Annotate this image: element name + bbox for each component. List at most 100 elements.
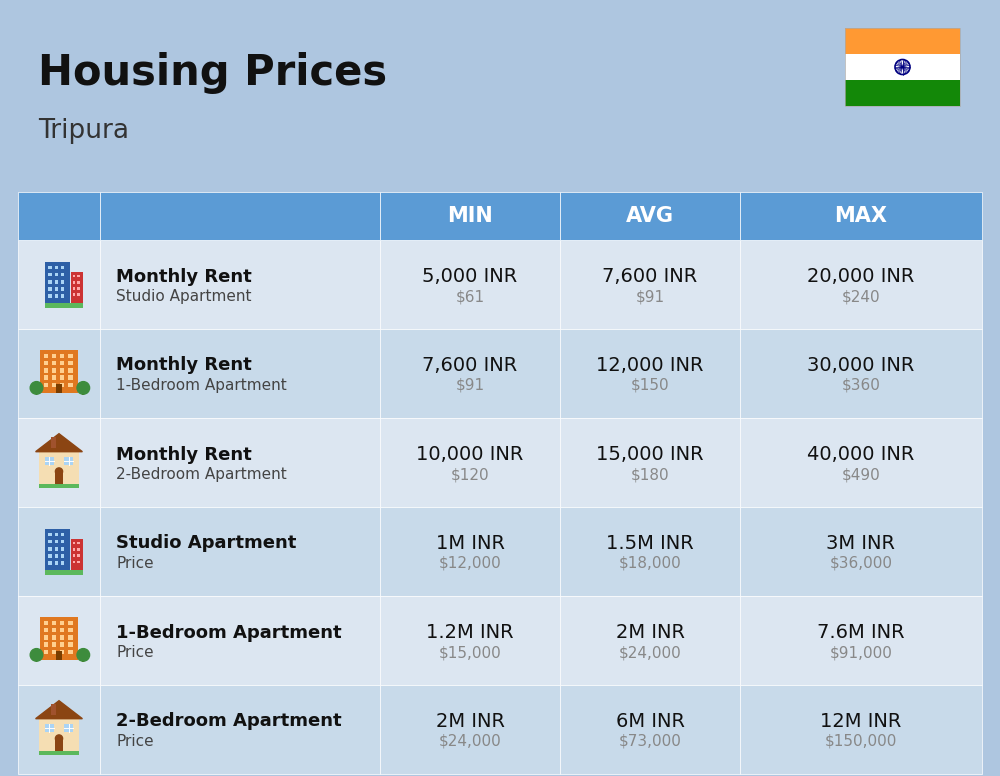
Text: $490: $490: [842, 467, 880, 482]
Bar: [68, 628, 72, 632]
Bar: [44, 650, 48, 654]
Text: 1-Bedroom Apartment: 1-Bedroom Apartment: [116, 623, 342, 642]
Bar: [48, 280, 52, 283]
Bar: [18, 192, 100, 240]
Bar: [64, 724, 73, 733]
Bar: [61, 265, 64, 269]
Bar: [64, 457, 73, 465]
Bar: [100, 596, 380, 685]
Text: 40,000 INR: 40,000 INR: [807, 445, 915, 464]
Bar: [60, 383, 64, 387]
Bar: [72, 554, 75, 557]
Bar: [77, 287, 80, 290]
Bar: [380, 329, 560, 418]
Bar: [54, 540, 58, 543]
Bar: [54, 547, 58, 551]
Text: 10,000 INR: 10,000 INR: [416, 445, 524, 464]
Bar: [61, 540, 64, 543]
Circle shape: [55, 735, 63, 742]
Circle shape: [55, 468, 63, 475]
Circle shape: [77, 382, 90, 394]
Text: 1.2M INR: 1.2M INR: [426, 623, 514, 642]
Text: Housing Prices: Housing Prices: [38, 52, 387, 94]
Bar: [52, 368, 56, 372]
Polygon shape: [36, 701, 82, 719]
Text: $150: $150: [631, 378, 669, 393]
Bar: [100, 192, 380, 240]
Bar: [52, 650, 56, 654]
Bar: [36, 656, 37, 662]
Bar: [55, 739, 63, 751]
Text: $91: $91: [635, 289, 665, 304]
Text: 2M INR: 2M INR: [616, 623, 684, 642]
Bar: [560, 418, 740, 507]
Bar: [740, 192, 982, 240]
Bar: [44, 628, 48, 632]
Bar: [52, 361, 56, 365]
Bar: [18, 596, 100, 685]
Bar: [52, 643, 56, 647]
Bar: [48, 287, 52, 291]
Bar: [68, 368, 72, 372]
Bar: [44, 361, 48, 365]
Text: Monthly Rent: Monthly Rent: [116, 268, 252, 286]
Bar: [48, 554, 52, 558]
Text: AVG: AVG: [626, 206, 674, 226]
Bar: [77, 281, 80, 283]
Bar: [380, 596, 560, 685]
Bar: [560, 685, 740, 774]
Bar: [560, 507, 740, 596]
Bar: [45, 457, 54, 465]
Bar: [77, 548, 80, 551]
Bar: [39, 719, 79, 751]
Bar: [54, 294, 58, 298]
Bar: [45, 529, 70, 570]
Text: 7,600 INR: 7,600 INR: [602, 267, 698, 286]
Bar: [56, 384, 62, 393]
Text: $18,000: $18,000: [619, 556, 681, 571]
Bar: [54, 287, 58, 291]
Bar: [60, 368, 64, 372]
Text: 2-Bedroom Apartment: 2-Bedroom Apartment: [116, 712, 342, 730]
Bar: [60, 635, 64, 639]
Bar: [60, 628, 64, 632]
Bar: [48, 540, 52, 543]
Bar: [44, 368, 48, 372]
Bar: [61, 294, 64, 298]
Bar: [72, 542, 75, 544]
Text: 1M INR: 1M INR: [436, 534, 505, 553]
Bar: [18, 329, 100, 418]
Text: $120: $120: [451, 467, 489, 482]
Bar: [54, 273, 58, 276]
Bar: [52, 628, 56, 632]
Bar: [68, 361, 72, 365]
Bar: [54, 561, 58, 565]
Bar: [18, 240, 100, 329]
Bar: [68, 376, 72, 379]
Text: Price: Price: [116, 556, 154, 571]
Bar: [68, 383, 72, 387]
Bar: [40, 617, 78, 660]
Text: 7.6M INR: 7.6M INR: [817, 623, 905, 642]
Circle shape: [30, 649, 43, 661]
Bar: [560, 596, 740, 685]
Bar: [380, 240, 560, 329]
Text: 3M INR: 3M INR: [826, 534, 896, 553]
Text: $240: $240: [842, 289, 880, 304]
Bar: [45, 724, 54, 733]
Bar: [380, 192, 560, 240]
Bar: [54, 532, 58, 536]
Bar: [380, 418, 560, 507]
Bar: [77, 554, 80, 557]
Bar: [71, 272, 83, 303]
Bar: [48, 532, 52, 536]
Bar: [380, 507, 560, 596]
Bar: [740, 329, 982, 418]
Bar: [740, 507, 982, 596]
Bar: [72, 548, 75, 551]
Bar: [18, 507, 100, 596]
Text: MAX: MAX: [834, 206, 888, 226]
Text: Tripura: Tripura: [38, 118, 129, 144]
Bar: [72, 293, 75, 296]
Bar: [72, 560, 75, 563]
